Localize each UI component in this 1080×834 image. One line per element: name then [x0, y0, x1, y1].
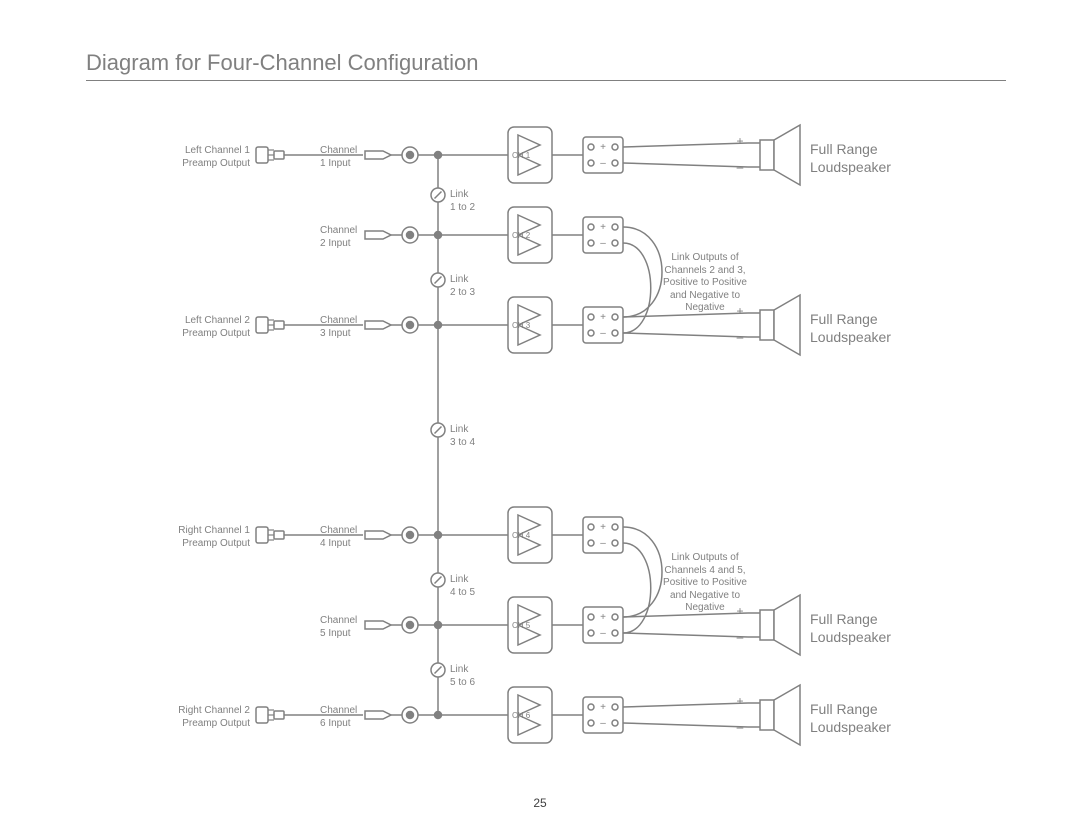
channel-input-label: Channel4 Input — [320, 525, 357, 550]
svg-text:CH 6: CH 6 — [512, 711, 531, 720]
preamp-label: Right Channel 2Preamp Output — [160, 705, 250, 730]
preamp-label: Left Channel 1Preamp Output — [160, 145, 250, 170]
link-output-note: Link Outputs ofChannels 4 and 5,Positive… — [645, 552, 765, 615]
svg-text:CH 1: CH 1 — [512, 151, 531, 160]
svg-text:+: + — [600, 312, 606, 323]
link-label: Link3 to 4 — [450, 424, 475, 449]
channel-input-label: Channel1 Input — [320, 145, 357, 170]
channel-input-label: Channel3 Input — [320, 315, 357, 340]
svg-text:–: – — [600, 158, 606, 169]
link-label: Link5 to 6 — [450, 664, 475, 689]
link-label: Link1 to 2 — [450, 189, 475, 214]
link-output-note: Link Outputs ofChannels 2 and 3,Positive… — [645, 252, 765, 315]
svg-text:+: + — [600, 702, 606, 713]
svg-text:CH 5: CH 5 — [512, 621, 531, 630]
svg-text:CH 4: CH 4 — [512, 531, 531, 540]
svg-text:–: – — [600, 238, 606, 249]
speaker-label: Full RangeLoudspeaker — [810, 701, 891, 736]
svg-text:–: – — [600, 628, 606, 639]
svg-text:+: + — [600, 522, 606, 533]
link-label: Link2 to 3 — [450, 274, 475, 299]
preamp-label: Left Channel 2Preamp Output — [160, 315, 250, 340]
channel-input-label: Channel5 Input — [320, 615, 357, 640]
preamp-label: Right Channel 1Preamp Output — [160, 525, 250, 550]
speaker-label: Full RangeLoudspeaker — [810, 311, 891, 346]
svg-text:+: + — [600, 142, 606, 153]
channel-input-label: Channel6 Input — [320, 705, 357, 730]
svg-text:CH 3: CH 3 — [512, 321, 531, 330]
link-label: Link4 to 5 — [450, 574, 475, 599]
svg-text:+: + — [736, 134, 743, 148]
page-number: 25 — [0, 796, 1080, 810]
svg-text:+: + — [736, 694, 743, 708]
svg-text:CH 2: CH 2 — [512, 231, 531, 240]
svg-text:+: + — [600, 612, 606, 623]
speaker-label: Full RangeLoudspeaker — [810, 611, 891, 646]
channel-input-label: Channel2 Input — [320, 225, 357, 250]
svg-text:–: – — [600, 328, 606, 339]
svg-text:–: – — [600, 538, 606, 549]
svg-text:–: – — [600, 718, 606, 729]
speaker-label: Full RangeLoudspeaker — [810, 141, 891, 176]
svg-text:+: + — [600, 222, 606, 233]
